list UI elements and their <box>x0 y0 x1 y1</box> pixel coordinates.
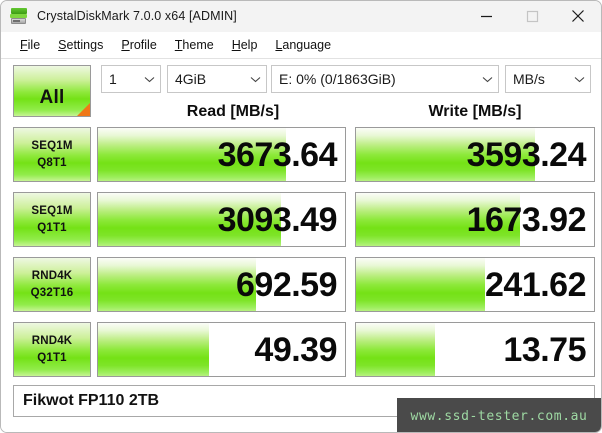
write-score-0[interactable]: 3593.24 <box>355 127 595 182</box>
menu-label-language: anguage <box>282 38 332 52</box>
menu-bar: File Settings Profile Theme Help Languag… <box>1 32 601 59</box>
menu-accel-profile: P <box>121 38 130 52</box>
test-name-3: RND4K <box>31 334 73 347</box>
run-all-label: All <box>39 86 65 108</box>
site-watermark-text: www.ssd-tester.com.au <box>410 408 588 424</box>
menu-accel-help: H <box>231 38 241 52</box>
maximize-button[interactable] <box>509 1 555 31</box>
write-score-value-0: 3593.24 <box>466 136 587 174</box>
menu-item-file[interactable]: File <box>11 36 49 54</box>
test-queue-3: Q1T1 <box>37 351 67 364</box>
drive-name-text: Fikwot FP110 2TB <box>23 392 160 409</box>
menu-accel-file: F <box>20 38 28 52</box>
test-count-value: 1 <box>109 71 117 87</box>
window-title: CrystalDiskMark 7.0.0 x64 [ADMIN] <box>37 9 237 23</box>
menu-item-language[interactable]: Language <box>266 36 340 54</box>
unit-dropdown[interactable]: MB/s <box>505 65 591 93</box>
target-drive-dropdown[interactable]: E: 0% (0/1863GiB) <box>271 65 499 93</box>
menu-accel-language: L <box>275 38 283 52</box>
write-score-3[interactable]: 13.75 <box>355 322 595 377</box>
chevron-down-icon <box>244 76 266 83</box>
read-score-3[interactable]: 49.39 <box>97 322 346 377</box>
result-row: RND4K Q1T1 49.39 13.75 <box>1 322 601 377</box>
menu-accel-settings: S <box>58 38 67 52</box>
write-score-value-2: 241.62 <box>485 266 587 304</box>
read-score-value-1: 3093.49 <box>217 201 338 239</box>
write-score-bar-1 <box>356 193 521 246</box>
menu-label-settings: ettings <box>66 38 104 52</box>
test-name-2: RND4K <box>31 269 73 282</box>
read-column-header: Read [MB/s] <box>186 103 280 120</box>
chevron-down-icon <box>138 76 160 83</box>
test-size-value: 4GiB <box>175 71 207 87</box>
read-score-value-0: 3673.64 <box>217 136 338 174</box>
read-score-2[interactable]: 692.59 <box>97 257 346 312</box>
result-row: RND4K Q32T16 692.59 241.62 <box>1 257 601 312</box>
test-count-dropdown[interactable]: 1 <box>101 65 161 93</box>
read-score-bar-0 <box>98 128 286 181</box>
write-column-header: Write [MB/s] <box>428 103 522 120</box>
test-label-button-2[interactable]: RND4K Q32T16 <box>13 257 91 312</box>
close-icon <box>571 9 585 23</box>
menu-label-file: ile <box>27 38 41 52</box>
window-controls <box>463 1 601 31</box>
test-name-1: SEQ1M <box>31 204 73 217</box>
write-score-value-3: 13.75 <box>503 331 586 369</box>
menu-label-theme: heme <box>182 38 214 52</box>
result-row: SEQ1M Q1T1 3093.49 1673.92 <box>1 192 601 247</box>
read-score-0[interactable]: 3673.64 <box>97 127 346 182</box>
test-queue-1: Q1T1 <box>37 221 67 234</box>
write-score-bar-2 <box>356 258 485 311</box>
menu-item-settings[interactable]: Settings <box>49 36 112 54</box>
result-row: SEQ1M Q8T1 3673.64 3593.24 <box>1 127 601 182</box>
all-button-corner-marker <box>77 103 90 116</box>
read-score-bar-3 <box>98 323 210 376</box>
test-queue-0: Q8T1 <box>37 156 67 169</box>
read-score-value-2: 692.59 <box>236 266 338 304</box>
menu-label-profile: rofile <box>129 38 157 52</box>
read-score-bar-1 <box>98 193 281 246</box>
minimize-icon <box>480 10 493 23</box>
main-content: All 1 4GiB E: 0% (0/1863GiB) <box>1 59 601 432</box>
test-label-button-1[interactable]: SEQ1M Q1T1 <box>13 192 91 247</box>
minimize-button[interactable] <box>463 1 509 31</box>
chevron-down-icon <box>568 76 590 83</box>
target-drive-value: E: 0% (0/1863GiB) <box>279 71 396 87</box>
menu-item-theme[interactable]: Theme <box>166 36 223 54</box>
read-score-value-3: 49.39 <box>254 331 337 369</box>
write-score-2[interactable]: 241.62 <box>355 257 595 312</box>
test-label-button-0[interactable]: SEQ1M Q8T1 <box>13 127 91 182</box>
run-all-button[interactable]: All <box>13 65 91 117</box>
menu-label-help: elp <box>240 38 258 52</box>
menu-accel-theme: T <box>174 38 183 52</box>
test-label-button-3[interactable]: RND4K Q1T1 <box>13 322 91 377</box>
test-size-dropdown[interactable]: 4GiB <box>167 65 267 93</box>
test-settings-toolbar: 1 4GiB E: 0% (0/1863GiB) MB/s <box>1 65 601 95</box>
unit-value: MB/s <box>513 71 545 87</box>
chevron-down-icon <box>476 76 498 83</box>
write-score-1[interactable]: 1673.92 <box>355 192 595 247</box>
site-watermark: www.ssd-tester.com.au <box>397 398 601 432</box>
crystaldiskmark-icon <box>10 7 28 25</box>
write-score-bar-3 <box>356 323 435 376</box>
maximize-icon <box>526 10 539 23</box>
title-bar: CrystalDiskMark 7.0.0 x64 [ADMIN] <box>1 1 601 32</box>
read-score-bar-2 <box>98 258 257 311</box>
write-score-value-1: 1673.92 <box>466 201 587 239</box>
write-score-bar-0 <box>356 128 535 181</box>
menu-item-help[interactable]: Help <box>223 36 267 54</box>
test-queue-2: Q32T16 <box>30 286 74 299</box>
test-name-0: SEQ1M <box>31 139 73 152</box>
read-score-1[interactable]: 3093.49 <box>97 192 346 247</box>
close-button[interactable] <box>555 1 601 31</box>
menu-item-profile[interactable]: Profile <box>112 36 165 54</box>
